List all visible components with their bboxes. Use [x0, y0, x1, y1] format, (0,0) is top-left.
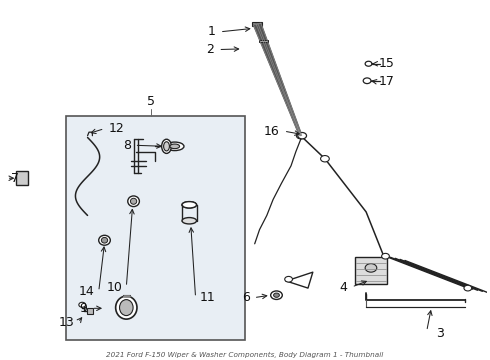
Ellipse shape — [182, 202, 196, 208]
Text: 15: 15 — [379, 57, 394, 70]
Text: 5: 5 — [147, 95, 154, 108]
Circle shape — [464, 285, 472, 291]
Ellipse shape — [170, 144, 180, 149]
Text: 2021 Ford F-150 Wiper & Washer Components, Body Diagram 1 - Thumbnail: 2021 Ford F-150 Wiper & Washer Component… — [106, 352, 384, 358]
Text: 12: 12 — [108, 122, 124, 135]
Circle shape — [285, 276, 293, 282]
Text: 8: 8 — [122, 139, 131, 152]
Ellipse shape — [128, 196, 139, 207]
Bar — [355, 257, 387, 284]
Text: 17: 17 — [379, 75, 394, 88]
Text: 4: 4 — [340, 280, 348, 293]
Ellipse shape — [116, 296, 137, 319]
Text: 7: 7 — [10, 172, 19, 185]
Circle shape — [363, 78, 371, 84]
Text: 10: 10 — [106, 280, 122, 293]
Text: 13: 13 — [58, 316, 74, 329]
Bar — [16, 171, 28, 185]
Text: 2: 2 — [207, 43, 215, 56]
Ellipse shape — [164, 142, 170, 151]
Ellipse shape — [162, 139, 172, 153]
Bar — [87, 308, 93, 314]
Text: 3: 3 — [437, 327, 444, 339]
Circle shape — [298, 132, 307, 139]
Circle shape — [273, 293, 279, 297]
Bar — [259, 40, 268, 42]
Ellipse shape — [182, 217, 196, 224]
Bar — [252, 22, 262, 26]
Ellipse shape — [130, 198, 137, 204]
Ellipse shape — [166, 142, 184, 150]
Circle shape — [79, 302, 86, 307]
Circle shape — [365, 264, 377, 272]
Bar — [66, 116, 245, 339]
Circle shape — [382, 253, 390, 259]
Circle shape — [296, 132, 305, 139]
Text: 16: 16 — [264, 125, 280, 138]
Text: 11: 11 — [199, 291, 215, 304]
Text: 14: 14 — [79, 285, 95, 298]
Text: 9: 9 — [80, 302, 88, 315]
Circle shape — [365, 61, 372, 66]
Text: 1: 1 — [208, 25, 216, 39]
Ellipse shape — [182, 202, 196, 208]
Ellipse shape — [120, 300, 133, 316]
Ellipse shape — [101, 238, 108, 243]
Polygon shape — [253, 23, 302, 136]
Ellipse shape — [98, 235, 110, 245]
Circle shape — [270, 291, 282, 300]
Text: 6: 6 — [242, 291, 250, 304]
Circle shape — [320, 156, 329, 162]
